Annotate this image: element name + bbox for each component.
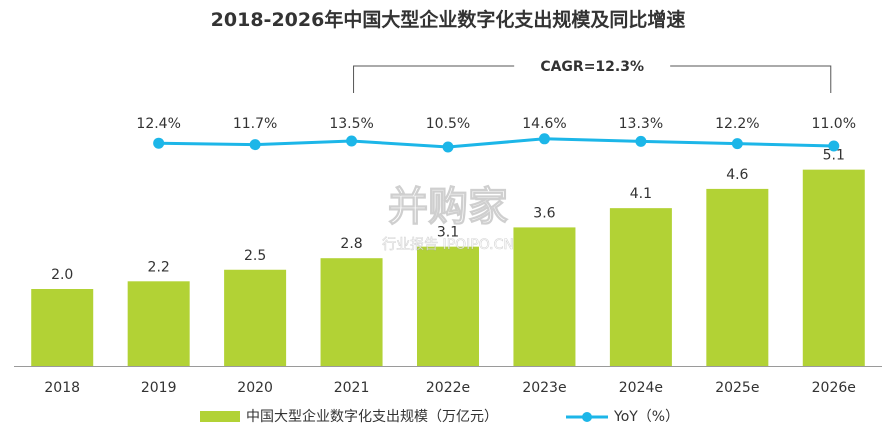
legend-bar-label: 中国大型企业数字化支出规模（万亿元） [246,408,498,425]
bar-value-label: 4.6 [726,167,748,183]
x-tick-label: 2022e [426,380,470,396]
watermark-sub: 行业报告 IPOIPO.CN [382,237,514,253]
bar-value-label: 4.1 [630,186,652,202]
yoy-line [158,137,834,149]
cagr-annotation: CAGR=12.3% [353,59,832,93]
cagr-bracket-right [670,65,832,93]
yoy-value-label: 13.3% [619,116,663,132]
yoy-point [828,140,840,152]
watermark-main: 并购家 [388,184,508,230]
yoy-value-label: 12.2% [715,116,759,132]
bar-value-label: 2.0 [51,267,73,283]
bar-value-label: 2.2 [148,259,170,275]
x-axis: 2018 2019 2020 2021 2022e 2023e 2024e 2025e 2026… [14,366,882,396]
bar-2019 [127,281,190,366]
yoy-line-series: 12.4% 11.7% 13.5% 10.5% 14.6% 13.3% 12.2% 11.0% [136,116,856,153]
x-tick-label: 2021 [334,380,370,396]
chart-title: 2018-2026年中国大型企业数字化支出规模及同比增速 [210,9,686,31]
cagr-label: CAGR=12.3% [540,59,644,75]
x-tick-label: 2025e [715,380,759,396]
cagr-bracket-left [353,65,515,93]
bar-2026e [802,169,865,366]
yoy-value-label: 11.7% [233,116,277,132]
bar-2021 [320,258,383,366]
bar-2020 [224,269,287,366]
yoy-point [153,137,165,149]
yoy-value-label: 12.4% [136,116,180,132]
x-tick-label: 2020 [237,380,273,396]
legend-bar-swatch [200,411,240,422]
x-tick-label: 2019 [141,380,177,396]
yoy-value-label: 10.5% [426,116,470,132]
yoy-point [538,133,550,145]
bar-value-label: 3.1 [437,225,459,241]
x-tick-label: 2024e [619,380,663,396]
yoy-point [442,141,454,153]
yoy-point [346,135,358,147]
bar-value-label: 2.8 [340,236,362,252]
bar-value-label: 2.5 [244,248,266,264]
bar-2018 [31,289,94,366]
yoy-point [731,138,743,150]
bar-series [31,169,865,366]
yoy-point [249,139,261,151]
bar-value-labels: 2.0 2.2 2.5 2.8 3.1 3.6 4.1 4.6 5.1 [51,148,845,283]
legend-line-label: YoY（%） [613,409,679,425]
x-tick-label: 2023e [522,380,566,396]
x-tick-label: 2018 [44,380,80,396]
bar-2025e [706,188,769,366]
yoy-value-label: 13.5% [329,116,373,132]
bar-value-label: 5.1 [823,148,845,164]
yoy-point [635,135,647,147]
bar-2024e [609,208,672,366]
legend: 中国大型企业数字化支出规模（万亿元） YoY（%） [200,408,679,425]
bar-value-label: 3.6 [533,205,555,221]
bar-2022e [417,246,479,366]
bar-2023e [513,227,576,366]
x-tick-label: 2026e [812,380,856,396]
yoy-value-label: 11.0% [812,116,856,132]
legend-line-marker [582,412,592,422]
yoy-value-label: 14.6% [522,116,566,132]
